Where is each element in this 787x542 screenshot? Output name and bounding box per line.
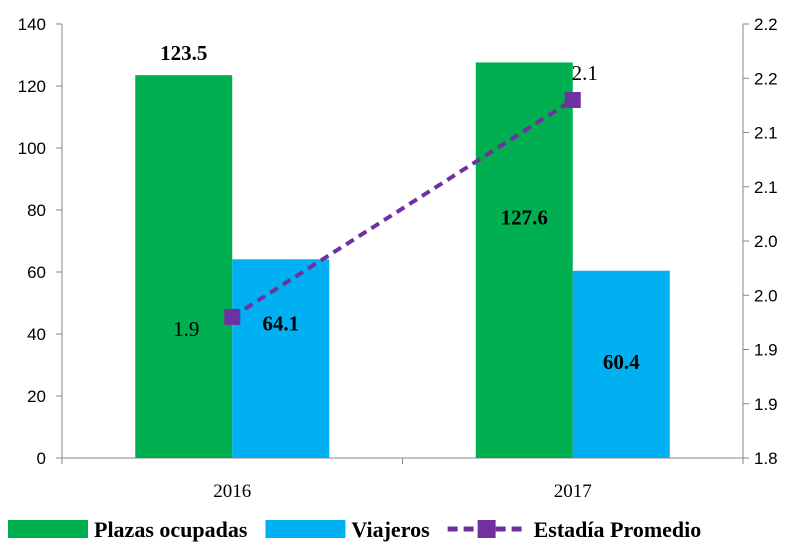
bars xyxy=(135,62,670,459)
legend-swatch xyxy=(8,520,88,538)
legend-label: Plazas ocupadas xyxy=(94,517,248,542)
line-estadia-promedio xyxy=(231,98,574,319)
legend: Plazas ocupadas Viajeros Estadía Promedio xyxy=(8,517,701,542)
legend-label: Estadía Promedio xyxy=(534,517,702,542)
line-marker xyxy=(564,91,581,108)
legend-label: Viajeros xyxy=(351,517,430,542)
right-tick-label: 1.8 xyxy=(754,449,778,468)
left-tick-label: 80 xyxy=(27,201,46,220)
data-label: 60.4 xyxy=(603,350,640,374)
left-tick-label: 40 xyxy=(27,325,46,344)
data-labels: 123.5 127.6 64.1 60.4 1.9 2.1 xyxy=(160,41,640,374)
right-tick-label: 2.2 xyxy=(754,69,778,88)
x-tick-label: 2017 xyxy=(554,481,592,502)
right-tick-label: 2.0 xyxy=(754,286,778,305)
right-tick-label: 2.1 xyxy=(754,124,778,143)
left-tick-label: 60 xyxy=(27,263,46,282)
right-tick-label: 2.0 xyxy=(754,232,778,251)
data-label: 123.5 xyxy=(160,41,207,65)
axes: 0 20 40 60 80 100 120 140 1.8 1.9 1.9 2.0 2.0 2.1 2.1 2… xyxy=(18,15,778,502)
left-tick-label: 20 xyxy=(27,387,46,406)
data-label: 127.6 xyxy=(501,206,548,230)
bar-viajeros xyxy=(572,270,670,458)
bar-plazas-ocupadas xyxy=(475,62,573,458)
right-tick-label: 1.9 xyxy=(754,341,778,360)
left-tick-label: 100 xyxy=(18,139,46,158)
data-label: 2.1 xyxy=(572,61,598,85)
right-tick-label: 1.9 xyxy=(754,395,778,414)
line-series xyxy=(224,91,581,325)
legend-swatch-marker xyxy=(477,520,496,538)
legend-swatch xyxy=(265,520,346,538)
bar-plazas-ocupadas xyxy=(135,75,233,459)
left-tick-label: 140 xyxy=(18,15,46,34)
data-label: 1.9 xyxy=(173,317,199,341)
right-tick-label: 2.2 xyxy=(754,15,778,34)
bar-viajeros xyxy=(232,259,330,458)
data-label: 64.1 xyxy=(262,311,299,335)
right-tick-label: 2.1 xyxy=(754,178,778,197)
x-tick-label: 2016 xyxy=(213,481,251,502)
line-marker xyxy=(224,308,241,325)
left-tick-label: 120 xyxy=(18,77,46,96)
left-tick-label: 0 xyxy=(37,449,46,468)
